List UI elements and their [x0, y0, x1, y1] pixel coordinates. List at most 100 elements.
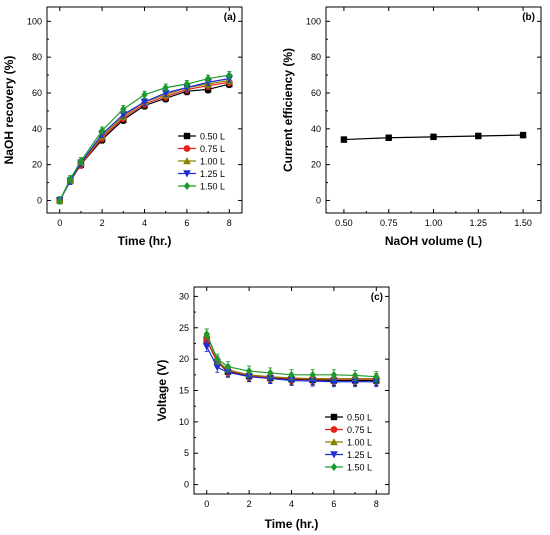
- x-tick-label: 0: [204, 499, 209, 509]
- x-tick-label: 0.50: [335, 218, 353, 228]
- x-tick-label: 6: [331, 499, 336, 509]
- x-tick-label: 4: [289, 499, 294, 509]
- data-point: [309, 370, 316, 379]
- data-point: [183, 80, 191, 89]
- y-tick-label: 60: [32, 88, 42, 98]
- y-axis-label: Current efficiency (%): [281, 48, 295, 172]
- legend: 0.50 L 0.75 L 1.00 L 1.25 L 1.50 L: [178, 132, 225, 192]
- x-tick-label: 2: [100, 218, 105, 228]
- y-tick-label: 15: [179, 386, 189, 396]
- data-point: [141, 90, 148, 99]
- legend-label: 0.50 L: [200, 132, 225, 142]
- x-axis-label: Time (hr.): [118, 234, 172, 248]
- legend-marker: [330, 451, 338, 459]
- data-point: [67, 174, 74, 183]
- x-tick-label: 1.25: [470, 218, 488, 228]
- data-point: [245, 373, 253, 381]
- data-point: [203, 330, 210, 339]
- series-1: [340, 131, 527, 143]
- data-point: [120, 105, 127, 114]
- data-point: [140, 98, 149, 106]
- y-tick-label: 40: [32, 124, 42, 134]
- x-tick-label: 6: [184, 218, 189, 228]
- series-5: [56, 71, 233, 205]
- data-point: [385, 134, 392, 141]
- y-tick-label: 20: [311, 160, 321, 170]
- legend-label: 1.25 L: [200, 169, 225, 179]
- data-point: [266, 375, 275, 383]
- legend-marker: [183, 170, 191, 178]
- y-axis-label: NaOH recovery (%): [2, 56, 16, 165]
- chart-panel-1: 0 20 40 60 80 100 0 2 4 6 8 Time (hr.) NaOH recovery…: [2, 6, 243, 248]
- series-line: [59, 74, 230, 201]
- legend-marker: [183, 132, 191, 140]
- legend-marker: [183, 182, 191, 190]
- x-tick-label: 0: [57, 218, 62, 228]
- data-point: [267, 368, 274, 377]
- panel-label: (b): [522, 12, 535, 23]
- series-line: [206, 340, 377, 380]
- series-5: [203, 328, 380, 383]
- data-point: [245, 367, 253, 376]
- legend-marker: [330, 426, 338, 433]
- y-tick-label: 5: [184, 448, 189, 458]
- data-point: [202, 343, 211, 351]
- y-tick-label: 20: [179, 354, 189, 364]
- data-point: [56, 196, 63, 205]
- data-point: [224, 369, 232, 377]
- legend-marker: [330, 413, 338, 421]
- x-axis-label: NaOH volume (L): [385, 234, 482, 248]
- data-point: [340, 136, 348, 143]
- data-point: [98, 126, 106, 135]
- data-point: [373, 372, 380, 381]
- legend-label: 1.00 L: [347, 438, 372, 448]
- y-tick-label: 0: [37, 195, 42, 205]
- x-tick-label: 2: [247, 499, 252, 509]
- data-point: [162, 83, 169, 92]
- plot-frame: [325, 6, 542, 214]
- y-tick-label: 0: [316, 195, 321, 205]
- y-tick-label: 60: [311, 88, 321, 98]
- data-point: [213, 364, 222, 372]
- y-axis-label: Voltage (V): [155, 360, 169, 422]
- series-line: [206, 333, 377, 380]
- data-point: [288, 370, 295, 379]
- data-point: [226, 71, 233, 80]
- legend-marker: [330, 463, 338, 471]
- y-tick-label: 80: [32, 52, 42, 62]
- legend-label: 0.50 L: [347, 413, 372, 423]
- series-line: [206, 333, 377, 378]
- legend-label: 1.00 L: [200, 157, 225, 167]
- data-point: [224, 362, 232, 371]
- panel-label: (c): [371, 292, 383, 303]
- x-axis-label: Time (hr.): [265, 517, 319, 531]
- series-line: [59, 78, 230, 201]
- x-tick-label: 8: [227, 218, 232, 228]
- series-line: [206, 346, 377, 383]
- y-tick-label: 20: [32, 160, 42, 170]
- data-point: [214, 355, 221, 364]
- data-point: [475, 132, 482, 140]
- x-tick-label: 1.50: [514, 218, 532, 228]
- x-tick-label: 0.75: [380, 218, 398, 228]
- y-tick-label: 40: [311, 124, 321, 134]
- legend-label: 1.25 L: [347, 450, 372, 460]
- legend-label: 0.75 L: [200, 144, 225, 154]
- data-point: [519, 131, 527, 139]
- panel-label: (a): [224, 12, 236, 23]
- legend-marker: [330, 438, 338, 446]
- y-tick-label: 10: [179, 417, 189, 427]
- y-tick-label: 30: [179, 291, 189, 301]
- legend-marker: [183, 157, 191, 165]
- chart-panel-2: 0 20 40 60 80 100 0.50 0.75 1.00 1.25 1.50 NaOH vol…: [281, 6, 542, 248]
- y-tick-label: 0: [184, 480, 189, 490]
- legend-label: 1.50 L: [347, 463, 372, 473]
- legend-marker: [183, 145, 191, 152]
- data-point: [330, 370, 338, 379]
- legend-label: 0.75 L: [347, 425, 372, 435]
- data-point: [351, 371, 359, 380]
- y-tick-label: 25: [179, 323, 189, 333]
- x-tick-label: 8: [374, 499, 379, 509]
- y-tick-label: 100: [27, 16, 42, 26]
